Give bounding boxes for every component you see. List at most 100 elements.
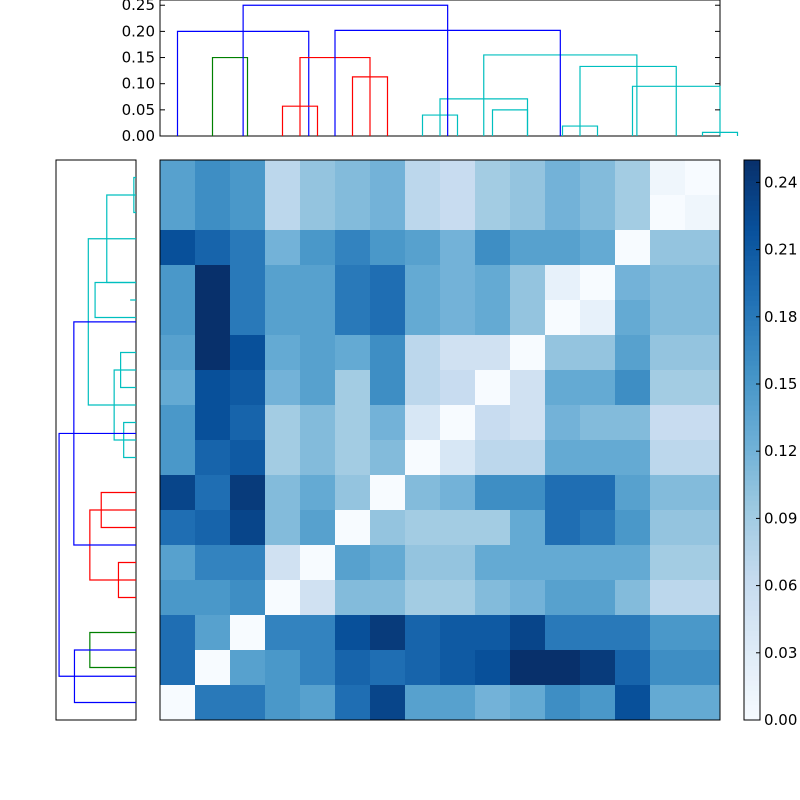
colorbar-segment (744, 160, 760, 166)
heatmap-cell (370, 650, 406, 686)
colorbar-segment (744, 180, 760, 186)
heatmap-cell (230, 685, 266, 721)
colorbar-segment (744, 455, 760, 461)
colorbar-segment (744, 390, 760, 396)
heatmap-cell (685, 265, 721, 301)
heatmap-cell (475, 195, 511, 231)
heatmap-cell (685, 580, 721, 616)
heatmap-cell (335, 475, 371, 511)
colorbar-tick-label: 0.12 (764, 442, 797, 460)
colorbar-segment (744, 375, 760, 381)
heatmap-cell (300, 615, 336, 651)
heatmap-cell (685, 300, 721, 336)
heatmap-cell (335, 545, 371, 581)
colorbar-segment (744, 355, 760, 361)
heatmap-cell (475, 335, 511, 371)
heatmap-cell (615, 580, 651, 616)
colorbar-segment (744, 580, 760, 586)
heatmap-cell (580, 405, 616, 441)
heatmap-cell (195, 545, 231, 581)
heatmap-cell (300, 160, 336, 196)
heatmap-cell (265, 230, 301, 266)
colorbar-segment (744, 345, 760, 351)
colorbar-segment (744, 670, 760, 676)
heatmap-cell (440, 335, 476, 371)
heatmap-cell (265, 335, 301, 371)
heatmap-cell (195, 160, 231, 196)
heatmap-cell (335, 650, 371, 686)
heatmap-cell (510, 370, 546, 406)
heatmap-cell (370, 370, 406, 406)
heatmap-cell (335, 160, 371, 196)
colorbar-segment (744, 600, 760, 606)
colorbar-segment (744, 705, 760, 711)
heatmap-cell (685, 615, 721, 651)
heatmap-cell (685, 230, 721, 266)
heatmap-cell (615, 615, 651, 651)
heatmap-cell (650, 265, 686, 301)
colorbar-segment (744, 385, 760, 391)
colorbar-tick-label: 0.06 (764, 577, 797, 595)
heatmap-cell (545, 335, 581, 371)
colorbar-segment (744, 380, 760, 386)
colorbar-axis: 0.00 0.03 0.06 0.09 0.12 0.15 0.18 0.21 0.24 (756, 173, 797, 729)
heatmap-cell (160, 230, 196, 266)
colorbar-segment (744, 475, 760, 481)
heatmap-cell (405, 510, 441, 546)
heatmap-cell (650, 335, 686, 371)
heatmap-cell (510, 650, 546, 686)
heatmap-frame (159, 159, 721, 721)
heatmap-cell (160, 265, 196, 301)
heatmap-cell (300, 510, 336, 546)
heatmap-cell (615, 475, 651, 511)
heatmap-cell (475, 230, 511, 266)
heatmap-cell (510, 230, 546, 266)
heatmap-cell (405, 580, 441, 616)
heatmap-cell (265, 615, 301, 651)
heatmap-cell (300, 650, 336, 686)
heatmap-cell (580, 475, 616, 511)
heatmap-cell (650, 580, 686, 616)
heatmap-cell (440, 545, 476, 581)
colorbar-tick-label: 0.00 (764, 711, 797, 729)
heatmap-cell (335, 230, 371, 266)
heatmap-cell (475, 580, 511, 616)
heatmap-cell (545, 160, 581, 196)
colorbar-segment (744, 680, 760, 686)
colorbar-segment (744, 590, 760, 596)
heatmap-cell (230, 615, 266, 651)
colorbar-segment (744, 715, 760, 721)
colorbar-segment (744, 695, 760, 701)
heatmap-cell (230, 370, 266, 406)
heatmap-cell (405, 300, 441, 336)
heatmap-cell (475, 475, 511, 511)
colorbar-segment (744, 660, 760, 666)
top-dendrogram-tick-label: 0.20 (122, 22, 155, 40)
colorbar-segment (744, 295, 760, 301)
heatmap-cell (405, 335, 441, 371)
heatmap-cell (475, 300, 511, 336)
heatmap-cell (440, 300, 476, 336)
colorbar-segment (744, 190, 760, 196)
colorbar-segment (744, 330, 760, 336)
top-dendrogram-link (631, 85, 721, 136)
heatmap-cell (545, 580, 581, 616)
heatmap-cell (230, 265, 266, 301)
colorbar-segment (744, 395, 760, 401)
colorbar-segment (744, 230, 760, 236)
heatmap-cell (510, 160, 546, 196)
heatmap-cell (475, 405, 511, 441)
colorbar-segment (744, 515, 760, 521)
colorbar-segment (744, 335, 760, 341)
heatmap-cell (300, 440, 336, 476)
heatmap-cell (265, 510, 301, 546)
colorbar-segment (744, 570, 760, 576)
colorbar-segment (744, 410, 760, 416)
top-dendrogram-link (491, 109, 529, 136)
heatmap-cell (580, 580, 616, 616)
heatmap-cell (650, 370, 686, 406)
left-dendrogram (55, 159, 137, 721)
colorbar-segment (744, 280, 760, 286)
heatmap-cell (440, 580, 476, 616)
heatmap-cell (195, 650, 231, 686)
